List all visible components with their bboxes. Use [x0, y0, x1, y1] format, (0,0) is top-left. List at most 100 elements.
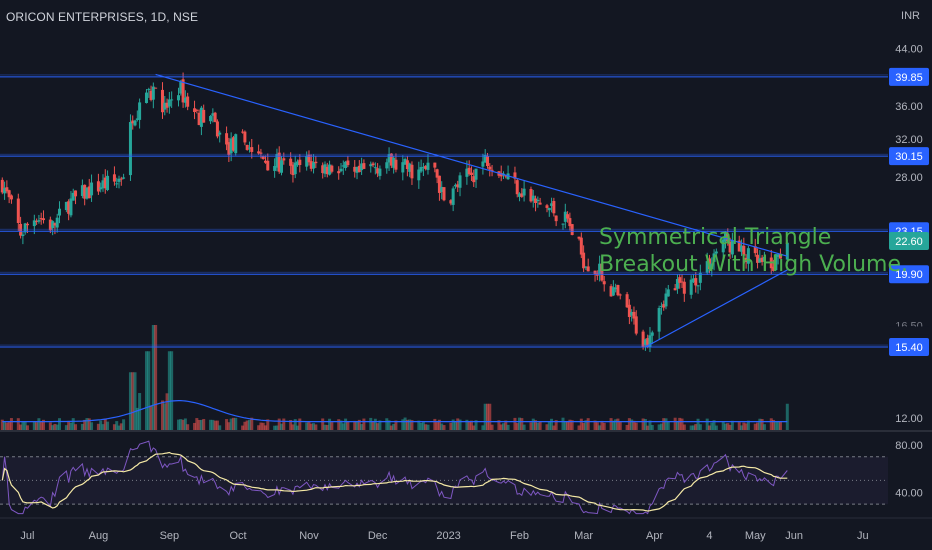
- volume-bar: [579, 418, 583, 430]
- candle-body: [378, 168, 382, 176]
- last-price-label: 22.60: [895, 236, 923, 248]
- volume-bar: [96, 423, 100, 430]
- rsi-line: [1, 440, 788, 515]
- volume-bar: [474, 420, 478, 430]
- candle-body: [481, 161, 485, 167]
- volume-bar: [394, 420, 398, 430]
- volume-bar: [410, 420, 414, 430]
- volume-bar: [641, 418, 645, 430]
- candle-body: [353, 166, 357, 172]
- volume-bar: [170, 351, 174, 430]
- volume-bar: [330, 422, 334, 430]
- candle-body: [344, 161, 348, 169]
- volume-bar: [403, 417, 407, 430]
- candle-body: [19, 223, 23, 236]
- volume-bar: [277, 418, 281, 430]
- volume-bar: [389, 425, 393, 430]
- volume-bar: [231, 417, 235, 430]
- volume-bar: [689, 425, 693, 430]
- volume-bar: [746, 420, 750, 430]
- volume-bar: [280, 423, 284, 430]
- volume-bar: [744, 423, 748, 430]
- volume-bar: [227, 422, 231, 430]
- candle-body: [666, 289, 670, 297]
- candle-body: [392, 157, 396, 168]
- candle-body: [135, 118, 139, 120]
- candle-body: [227, 142, 231, 155]
- candle-body: [323, 164, 327, 174]
- volume-bar: [705, 418, 709, 430]
- candle-body: [403, 159, 407, 165]
- annotation-line-2: Breakout With High Volume.: [599, 252, 908, 277]
- volume-bar: [250, 417, 254, 430]
- candle-body: [753, 246, 757, 254]
- candle-body: [7, 190, 11, 198]
- candle-body: [218, 132, 222, 135]
- candle-body: [37, 220, 41, 222]
- candle-body: [25, 223, 29, 226]
- candle-body: [39, 218, 43, 220]
- candle-body: [417, 169, 421, 181]
- volume-bar: [566, 421, 570, 430]
- volume-bar: [245, 420, 249, 430]
- volume-bar: [724, 423, 728, 430]
- candle-body: [371, 163, 375, 166]
- volume-bar: [133, 372, 137, 430]
- candle-body: [183, 97, 187, 103]
- volume-bar: [451, 419, 455, 430]
- volume-bar: [321, 418, 325, 430]
- volume-bar: [103, 418, 107, 430]
- volume-bar: [19, 424, 23, 430]
- volume-bar: [561, 417, 565, 430]
- candle-body: [266, 160, 270, 171]
- candle-body: [106, 175, 110, 190]
- volume-bar: [307, 421, 311, 430]
- level-label-box-4: [889, 338, 929, 357]
- volume-bar: [309, 423, 313, 430]
- volume-bar: [673, 417, 677, 430]
- candle-body: [234, 134, 238, 154]
- candle-body: [746, 248, 750, 264]
- volume-bar: [650, 424, 654, 430]
- candle-body: [16, 198, 20, 223]
- candle-body: [195, 109, 199, 111]
- volume-bar: [9, 418, 13, 430]
- candle-body: [643, 339, 647, 346]
- candle-body: [451, 188, 455, 205]
- candle-body: [641, 331, 645, 347]
- candle-body: [0, 179, 4, 193]
- volume-bar: [339, 420, 343, 430]
- candle-body: [504, 175, 508, 177]
- volume-bar: [213, 420, 217, 430]
- candle-body: [410, 164, 414, 179]
- volume-bar: [609, 418, 613, 430]
- time-tick-9: Apr: [646, 530, 663, 542]
- volume-bar: [707, 425, 711, 430]
- annotation-text: Symmetrical Triangle Breakout With High …: [599, 224, 908, 278]
- candle-body: [682, 281, 686, 294]
- time-tick-10: 4: [706, 530, 712, 542]
- volume-bar: [25, 425, 29, 430]
- candle-body: [449, 200, 453, 204]
- price-tick-4: 12.00: [895, 413, 923, 425]
- candle-body: [691, 278, 695, 283]
- candle-body: [776, 254, 780, 257]
- volume-bar: [128, 372, 132, 430]
- candle-body: [419, 167, 423, 172]
- candle-body: [696, 285, 700, 287]
- volume-bar: [296, 425, 300, 430]
- volume-bar: [664, 418, 668, 430]
- candle-body: [726, 233, 730, 242]
- candle-body: [453, 184, 457, 187]
- volume-bar: [440, 423, 444, 430]
- candle-body: [435, 169, 439, 178]
- candle-body: [307, 154, 311, 163]
- volume-bar: [7, 421, 11, 430]
- candle-body: [181, 79, 185, 103]
- volume-bar: [584, 420, 588, 430]
- volume-bar: [211, 419, 215, 430]
- volume-bar: [694, 424, 698, 430]
- candle-body: [67, 201, 71, 214]
